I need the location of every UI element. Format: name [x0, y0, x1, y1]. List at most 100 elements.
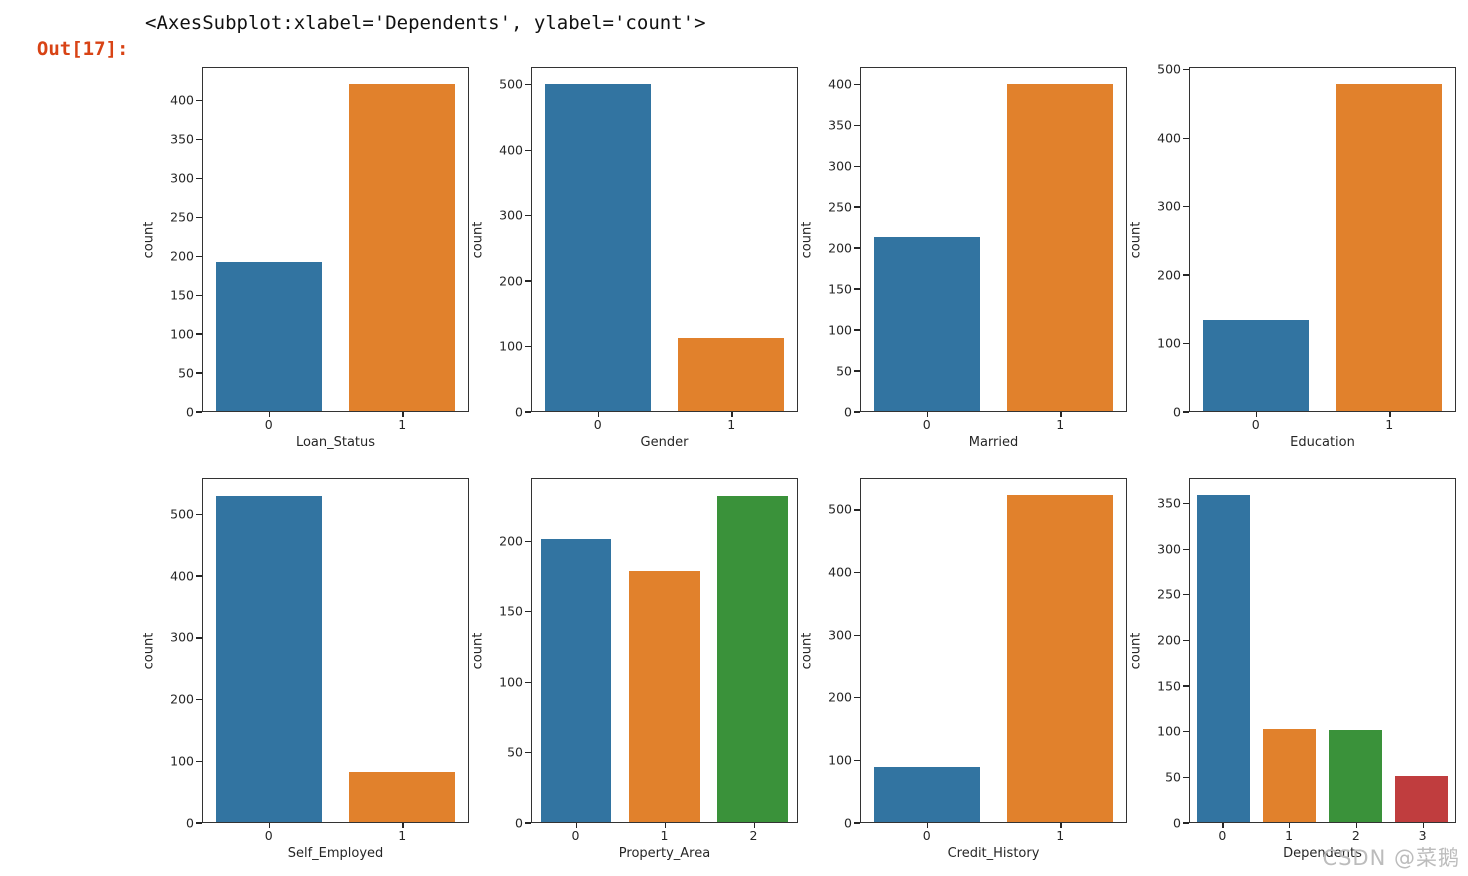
x-tick-mark: [575, 823, 577, 828]
y-tick-mark: [854, 571, 860, 574]
subplot-self_employed: count 0 100 200 300 400 500 0 1 Self_Employed: [140, 478, 469, 865]
x-tick-mark: [731, 412, 733, 417]
y-tick-mark: [196, 411, 202, 413]
x-tick-label: 1: [994, 823, 1128, 845]
y-tick-mark: [1183, 274, 1189, 276]
plot-area-credit_history: [860, 478, 1127, 823]
output-repr-text: <AxesSubplot:xlabel='Dependents', ylabel…: [145, 12, 706, 34]
y-tick-mark: [1183, 822, 1189, 824]
y-tick-label: 50: [507, 744, 523, 760]
y-tick-label: 0: [515, 814, 523, 830]
bar-dependents-1: [1262, 729, 1316, 822]
x-tick-label: 0: [202, 412, 336, 434]
y-tick-mark: [525, 214, 531, 217]
y-tick-label: 300: [170, 629, 194, 645]
y-tick-mark: [854, 83, 860, 85]
y-tick-mark: [1183, 411, 1189, 413]
y-tick-label: 300: [499, 207, 523, 223]
y-tick-labels: 0 50 100 150 200: [487, 478, 531, 828]
y-tick-label: 400: [499, 141, 523, 157]
y-axis-label: count: [141, 221, 157, 258]
y-tick-mark: [196, 138, 202, 141]
y-tick-labels: 0 50 100 150 200 250 300 350: [1145, 478, 1189, 828]
y-tick-mark: [854, 509, 860, 511]
y-tick-mark: [854, 288, 860, 290]
bar-education-0: [1203, 319, 1310, 411]
y-tick-label: 0: [844, 403, 852, 419]
y-tick-label: 100: [828, 321, 852, 337]
y-tick-label: 0: [186, 814, 194, 830]
subplot-property_area: count 0 50 100 150 200 0 1 2 Property_Area: [469, 478, 798, 865]
x-tick-label: 0: [860, 412, 994, 434]
y-tick-mark: [196, 294, 202, 296]
x-tick-mark: [1060, 823, 1062, 828]
y-axis-label: count: [799, 632, 815, 669]
subplot-dependents: count 0 50 100 150 200 250 300 350 0 1 2 3 Dependents: [1127, 478, 1456, 865]
x-tick-label: 1: [336, 823, 470, 845]
bar-property_area-0: [540, 539, 612, 822]
y-tick-mark: [196, 177, 202, 180]
y-tick-mark: [854, 206, 860, 208]
y-tick-label: 300: [1157, 540, 1181, 556]
subplot-married: count 0 50 100 150 200 250 300 350 400 0 1 Married: [798, 67, 1127, 454]
plot-area-married: [860, 67, 1127, 412]
y-tick-labels: 0 50 100 150 200 250 300 350 400: [158, 67, 202, 417]
x-axis-label-credit_history: Credit_History: [947, 846, 1040, 861]
x-tick-mark: [753, 823, 755, 828]
y-tick-mark: [1183, 548, 1189, 550]
y-tick-label: 0: [186, 403, 194, 419]
y-tick-label: 100: [499, 673, 523, 689]
bar-married-1: [1006, 84, 1113, 411]
subplot-gender: count 0 100 200 300 400 500 0 1 Gender: [469, 67, 798, 454]
y-tick-label: 250: [170, 209, 194, 225]
bar-self_employed-1: [348, 771, 455, 822]
x-axis-label-married: Married: [968, 435, 1019, 450]
bar-dependents-2: [1329, 730, 1383, 822]
x-tick-mark: [1389, 412, 1391, 417]
y-tick-mark: [196, 698, 202, 701]
y-axis-label: count: [141, 632, 157, 669]
y-tick-mark: [1183, 594, 1189, 596]
bar-credit_history-0: [874, 766, 981, 822]
y-tick-mark: [196, 637, 202, 639]
y-tick-mark: [196, 255, 202, 257]
y-tick-mark: [196, 575, 202, 577]
y-tick-mark: [1183, 69, 1189, 71]
subplot-education: count 0 100 200 300 400 500 0 1 Education: [1127, 63, 1456, 454]
y-tick-labels: 0 100 200 300 400 500: [1145, 63, 1189, 417]
y-tick-label: 300: [1157, 198, 1181, 214]
x-tick-mark: [402, 412, 404, 417]
y-tick-mark: [196, 372, 202, 374]
x-tick-mark: [597, 412, 600, 417]
x-tick-label: 1: [620, 823, 709, 845]
y-tick-label: 200: [499, 533, 523, 549]
y-tick-label: 400: [1157, 129, 1181, 145]
y-tick-mark: [525, 681, 531, 683]
y-tick-mark: [854, 247, 860, 249]
y-tick-label: 0: [1173, 403, 1181, 419]
y-tick-label: 0: [1173, 814, 1181, 830]
x-tick-label: 0: [1189, 823, 1256, 845]
y-tick-label: 100: [499, 338, 523, 354]
y-tick-label: 350: [828, 116, 852, 132]
y-tick-label: 100: [828, 752, 852, 768]
y-tick-label: 500: [828, 501, 852, 517]
y-tick-label: 200: [828, 239, 852, 255]
bar-married-0: [874, 237, 981, 411]
y-tick-label: 500: [170, 506, 194, 522]
x-tick-label: 2: [1323, 823, 1390, 845]
y-tick-mark: [1183, 639, 1189, 642]
y-axis-label: count: [470, 221, 486, 258]
y-tick-mark: [525, 280, 531, 282]
y-tick-label: 200: [1157, 266, 1181, 282]
y-tick-mark: [854, 124, 860, 126]
x-axis-label-education: Education: [1290, 435, 1355, 450]
y-tick-mark: [525, 751, 531, 754]
y-axis-label: count: [1128, 221, 1144, 258]
y-tick-labels: 0 100 200 300 400 500: [487, 67, 531, 417]
output-prompt: Out[17]:: [36, 38, 129, 60]
